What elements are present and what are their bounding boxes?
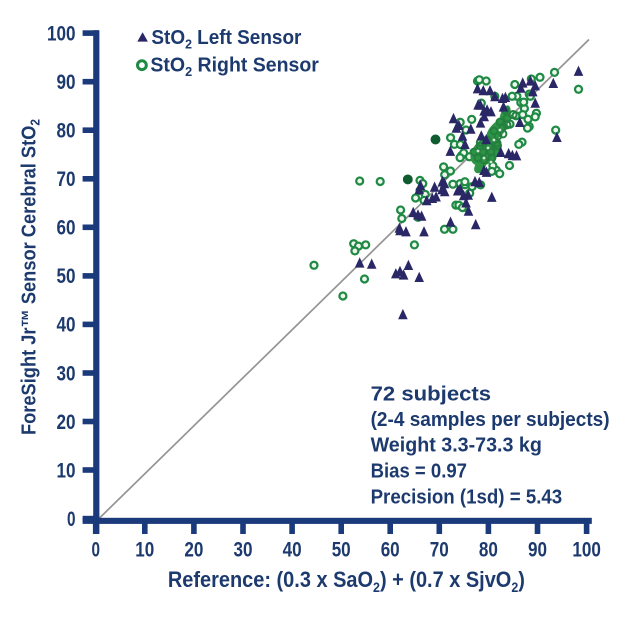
svg-text:StO2 Right Sensor: StO2 Right Sensor xyxy=(150,55,319,80)
svg-text:20: 20 xyxy=(57,410,76,434)
svg-text:20: 20 xyxy=(184,537,203,561)
svg-text:90: 90 xyxy=(528,537,547,561)
svg-text:10: 10 xyxy=(57,458,76,482)
svg-text:(2-4 samples per subjects): (2-4 samples per subjects) xyxy=(371,408,610,431)
svg-text:30: 30 xyxy=(57,361,76,385)
svg-text:Precision (1sd) = 5.43: Precision (1sd) = 5.43 xyxy=(371,485,563,508)
svg-text:10: 10 xyxy=(135,537,154,561)
svg-text:72 subjects: 72 subjects xyxy=(371,382,492,405)
svg-text:50: 50 xyxy=(332,537,351,561)
svg-text:70: 70 xyxy=(57,167,76,191)
svg-text:Bias = 0.97: Bias = 0.97 xyxy=(371,460,467,483)
svg-text:Reference: (0.3 x SaO2) + (0.7: Reference: (0.3 x SaO2) + (0.7 x SjvO2) xyxy=(168,567,525,595)
svg-text:100: 100 xyxy=(47,21,76,45)
svg-text:30: 30 xyxy=(234,537,253,561)
svg-text:40: 40 xyxy=(283,537,302,561)
svg-text:0: 0 xyxy=(91,537,100,561)
svg-text:60: 60 xyxy=(57,216,76,240)
svg-text:90: 90 xyxy=(57,70,76,94)
svg-text:70: 70 xyxy=(430,537,449,561)
svg-text:50: 50 xyxy=(57,264,76,288)
svg-text:80: 80 xyxy=(57,119,76,143)
svg-text:60: 60 xyxy=(381,537,400,561)
svg-text:80: 80 xyxy=(479,537,498,561)
svg-text:Weight 3.3-73.3 kg: Weight 3.3-73.3 kg xyxy=(371,434,542,457)
svg-text:ForeSight Jr™ Sensor Cerebral: ForeSight Jr™ Sensor Cerebral StO2 xyxy=(19,119,43,435)
svg-text:40: 40 xyxy=(57,313,76,337)
svg-text:100: 100 xyxy=(572,537,601,561)
svg-text:0: 0 xyxy=(67,507,76,531)
svg-text:StO2 Left Sensor: StO2 Left Sensor xyxy=(151,27,301,52)
